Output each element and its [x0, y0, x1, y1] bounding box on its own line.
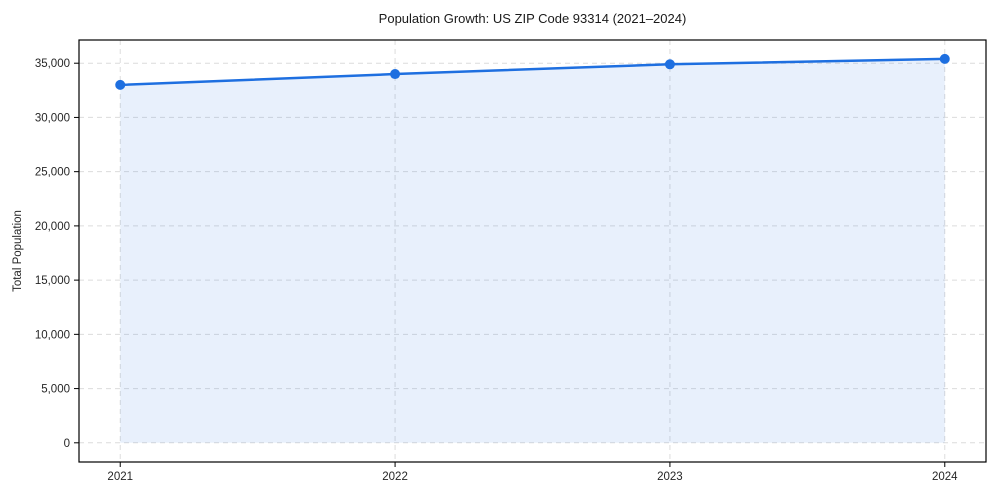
y-tick-label: 15,000	[35, 275, 70, 287]
data-point-2024	[939, 53, 950, 64]
y-tick-label: 35,000	[35, 58, 70, 70]
x-tick-label: 2022	[382, 471, 408, 483]
plot-border	[78, 39, 987, 463]
area-fill	[120, 58, 945, 443]
y-tick-label: 20,000	[35, 221, 70, 233]
y-tick-label: 25,000	[35, 167, 70, 179]
y-tick-label: 5,000	[41, 384, 70, 396]
x-tick-label: 2023	[657, 471, 683, 483]
chart-title: Population Growth: US ZIP Code 93314 (20…	[378, 11, 687, 26]
data-point-2022	[390, 69, 401, 80]
x-tick-label: 2021	[107, 471, 133, 483]
data-point-2023	[664, 59, 675, 70]
y-axis-label: Total Population	[12, 210, 24, 292]
x-tick-label: 2024	[932, 471, 958, 483]
data-point-2021	[115, 79, 126, 90]
data-line	[118, 57, 947, 87]
y-tick-label: 0	[64, 438, 70, 450]
y-tick-label: 10,000	[35, 329, 70, 341]
y-tick-label: 30,000	[35, 112, 70, 124]
